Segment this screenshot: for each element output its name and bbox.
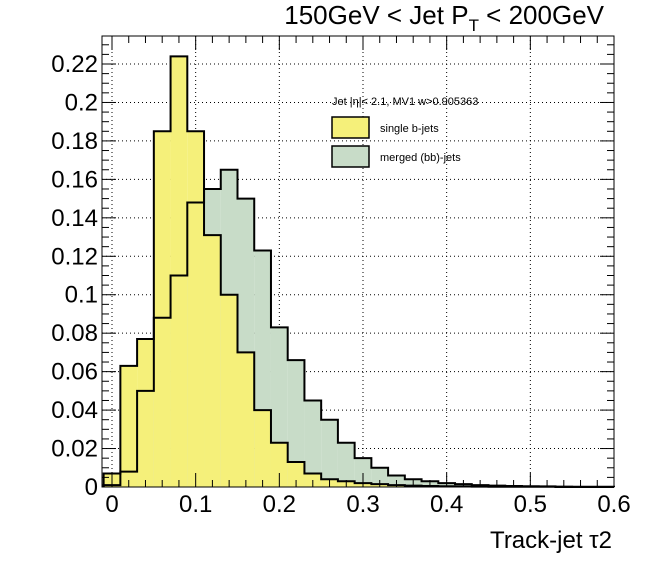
y-tick-label: 0.06 — [51, 359, 98, 386]
x-tick-label: 0.3 — [346, 491, 379, 518]
plot-frame — [101, 35, 615, 488]
y-tick-label: 0 — [85, 474, 98, 501]
x-tick-label: 0.4 — [430, 491, 463, 518]
axis-ticks — [102, 36, 614, 488]
y-tick-labels: 0 0.02 0.04 0.06 0.08 0.1 0.12 0.14 0.16 0.18 0.2 0… — [51, 51, 98, 501]
bar-merged-bb-jets — [321, 419, 338, 487]
x-tick-labels: 0 0.1 0.2 0.3 0.4 0.5 0.6 — [105, 491, 630, 518]
bar-single-b-jets — [237, 352, 255, 487]
x-tick-label: 0.5 — [514, 491, 547, 518]
x-tick-label: 0.2 — [263, 491, 296, 518]
bar-single-b-jets — [254, 410, 271, 487]
legend-label-single-b-jets: single b-jets — [380, 123, 439, 135]
bar-merged-bb-jets — [371, 467, 389, 487]
bar-single-b-jets — [137, 338, 154, 487]
y-tick-label: 0.14 — [51, 205, 98, 232]
legend-header: Jet |η|< 2.1, MV1 w>0.905363 — [332, 96, 478, 108]
x-tick-label: 0 — [105, 491, 118, 518]
bar-merged-bb-jets — [354, 458, 372, 487]
grid-lines — [102, 36, 614, 487]
bar-merged-bb-jets — [304, 400, 322, 487]
legend: Jet |η|< 2.1, MV1 w>0.905363 single b-je… — [331, 96, 478, 168]
y-tick-label: 0.12 — [51, 243, 98, 270]
legend-label-merged-bb-jets: merged (bb)-jets — [380, 152, 461, 164]
bar-single-b-jets — [287, 462, 305, 487]
bar-single-b-jets — [120, 365, 138, 487]
bar-single-b-jets — [187, 131, 205, 487]
y-tick-label: 0.02 — [51, 436, 98, 463]
y-tick-label: 0.22 — [51, 51, 98, 78]
bar-single-b-jets — [220, 294, 238, 487]
x-axis-label: Track-jet τ2 — [490, 527, 612, 554]
bar-single-b-jets — [153, 131, 171, 487]
chart-title: 150GeV < Jet PT < 200GeV — [284, 0, 604, 35]
y-tick-label: 0.2 — [65, 89, 98, 116]
bar-merged-bb-jets — [337, 442, 355, 487]
y-tick-label: 0.08 — [51, 320, 98, 347]
y-tick-label: 0.16 — [51, 166, 98, 193]
legend-swatch-merged-bb-jets — [331, 145, 370, 168]
y-tick-label: 0.18 — [51, 128, 98, 155]
bar-single-b-jets — [204, 235, 221, 487]
bar-merged-bb-jets — [287, 360, 305, 487]
x-tick-label: 0.1 — [179, 491, 212, 518]
bar-single-b-jets — [170, 56, 188, 488]
histogram-bars — [103, 56, 614, 488]
y-tick-label: 0.04 — [51, 397, 98, 424]
legend-swatch-single-b-jets — [331, 116, 370, 139]
bar-single-b-jets — [270, 442, 288, 487]
y-tick-label: 0.1 — [65, 282, 98, 309]
x-tick-label: 0.6 — [597, 491, 630, 518]
